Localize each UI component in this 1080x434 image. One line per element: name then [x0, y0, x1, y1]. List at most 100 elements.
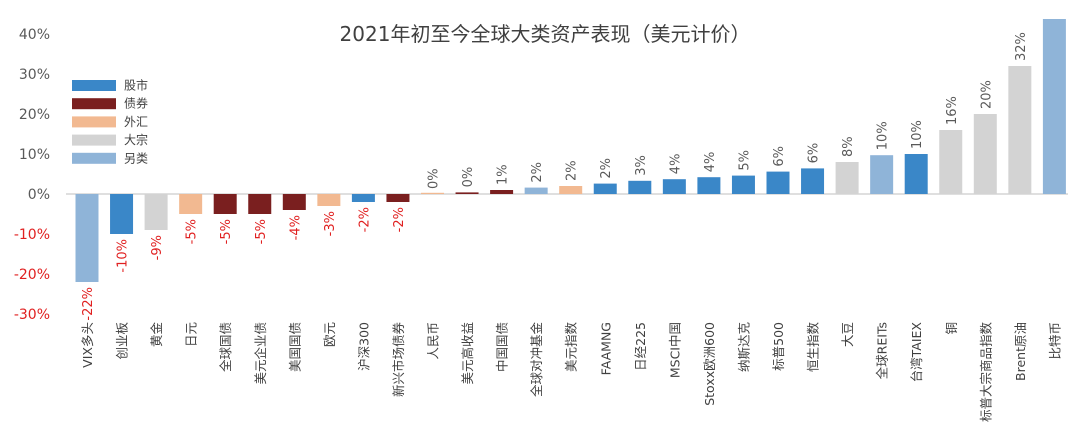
bar	[801, 168, 825, 194]
legend-label: 大宗	[124, 132, 148, 147]
data-label: 4%	[703, 152, 718, 173]
y-tick-label: 0%	[28, 187, 50, 203]
category-label: Stoxx欧洲600	[702, 322, 717, 406]
data-label: 2%	[599, 158, 614, 179]
category-label: 创业板	[115, 322, 130, 360]
category-label: 日经225	[633, 322, 648, 371]
data-label: 0%	[461, 167, 476, 188]
y-tick-label: 30%	[19, 67, 50, 83]
bar	[973, 114, 997, 194]
category-label: 全球对冲基金	[529, 322, 544, 398]
category-label: 全球REITs	[875, 322, 890, 379]
bar	[731, 175, 755, 194]
category-label: 新兴市场债券	[391, 322, 406, 398]
category-label: MSCI中国	[667, 322, 682, 378]
category-label: 中国国债	[495, 322, 510, 372]
bar	[835, 162, 859, 194]
category-label: 美元企业债	[253, 322, 268, 385]
legend-swatch	[72, 134, 116, 146]
category-label: 美国国债	[287, 322, 302, 372]
data-label: 10%	[876, 121, 891, 150]
bar	[870, 155, 894, 194]
category-label: 铜	[944, 322, 959, 335]
bar	[559, 186, 583, 194]
data-label: -5%	[219, 219, 234, 244]
bar	[317, 194, 341, 206]
category-label: 比特币	[1047, 322, 1062, 360]
data-label: 0%	[427, 168, 442, 189]
data-label: 6%	[772, 146, 787, 167]
category-label: 大豆	[840, 322, 855, 347]
category-label: 全球国债	[218, 322, 233, 372]
data-label: 10%	[910, 120, 925, 149]
y-tick-label: -30%	[14, 307, 50, 323]
category-label: 欧元	[322, 322, 337, 347]
legend-label: 另类	[124, 151, 148, 165]
bar	[524, 187, 548, 194]
category-label: 台湾TAIEX	[909, 322, 924, 383]
bar	[1008, 66, 1032, 194]
legend-label: 债券	[124, 96, 148, 111]
bar	[75, 194, 99, 282]
category-label: 日元	[184, 322, 199, 347]
y-tick-label: 20%	[19, 107, 50, 123]
category-label: 人民币	[426, 322, 441, 360]
bar	[766, 171, 790, 194]
legend-swatch	[72, 152, 116, 164]
data-label: 8%	[841, 136, 856, 157]
data-label: 3%	[634, 155, 649, 176]
bar	[904, 154, 928, 194]
bar	[351, 194, 375, 202]
data-label: 5%	[737, 150, 752, 171]
y-tick-label: -20%	[14, 267, 50, 283]
data-label: -4%	[288, 215, 303, 240]
category-label: FAAMNG	[598, 322, 613, 375]
data-label: -5%	[185, 219, 200, 244]
bar	[628, 180, 652, 194]
category-label: VIX多头	[80, 322, 95, 368]
bar	[662, 179, 686, 194]
category-label: 标普500	[771, 322, 786, 371]
y-tick-label: 10%	[19, 147, 50, 163]
data-label: -10%	[116, 239, 131, 273]
data-label: 32%	[1014, 32, 1029, 61]
legend-swatch	[72, 98, 116, 110]
bar	[144, 194, 168, 230]
data-label: -2%	[392, 207, 407, 232]
category-label: 沪深300	[356, 322, 371, 371]
chart-title: 2021年初至今全球大类资产表现（美元计价）	[340, 22, 751, 46]
data-label: 1%	[496, 164, 511, 185]
data-label: -3%	[323, 211, 338, 236]
data-label: 20%	[979, 80, 994, 109]
y-axis: 40% 30% 20% 10% 0% -10% -20% -30%	[14, 27, 50, 323]
category-label: 美元指数	[564, 322, 579, 373]
category-labels: VIX多头 创业板 黄金 日元 全球国债 美元企业债 美国国债 欧元 沪深300 新兴市场债券 人民…	[80, 322, 1062, 423]
data-label: 16%	[945, 96, 960, 125]
bar	[593, 183, 617, 194]
bar	[386, 194, 410, 202]
data-label: 2%	[530, 162, 545, 183]
data-label: -22%	[81, 287, 96, 321]
data-label: 4%	[668, 154, 683, 175]
bar	[213, 194, 237, 214]
bar	[455, 192, 479, 194]
category-label: Brent原油	[1013, 322, 1028, 381]
bar	[421, 192, 444, 194]
data-label: 6%	[807, 143, 822, 164]
data-label: -5%	[254, 219, 269, 244]
bar	[939, 130, 963, 194]
legend-swatch	[72, 116, 116, 128]
category-label: 标普大宗商品指数	[978, 322, 993, 423]
data-label: -9%	[150, 235, 165, 260]
bar	[697, 177, 721, 194]
bar	[1042, 19, 1066, 194]
bar	[179, 194, 203, 214]
bar	[490, 190, 514, 194]
legend-label: 股市	[124, 78, 148, 93]
data-label: -2%	[357, 207, 372, 232]
bar	[282, 194, 306, 210]
legend-label: 外汇	[124, 115, 148, 129]
data-label: 2%	[565, 160, 580, 181]
